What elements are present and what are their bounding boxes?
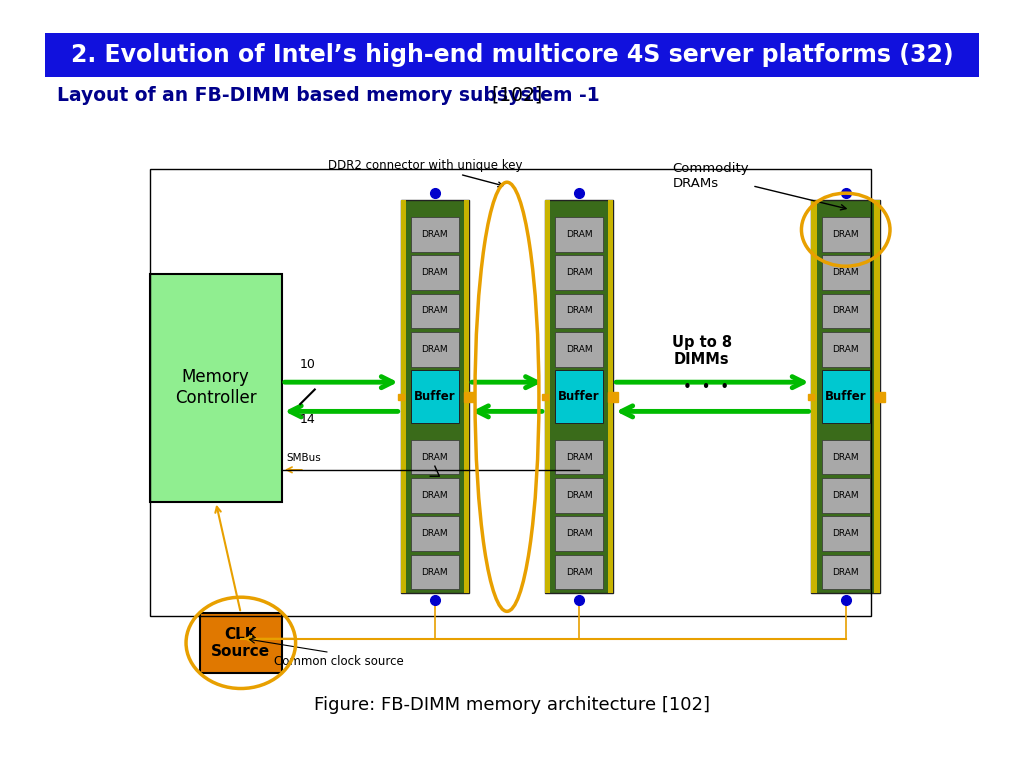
Bar bbox=[555, 370, 603, 423]
Text: CLK
Source: CLK Source bbox=[211, 627, 270, 659]
Text: DRAM: DRAM bbox=[422, 306, 449, 316]
Bar bbox=[555, 332, 603, 366]
Bar bbox=[411, 478, 459, 513]
Text: DRAM: DRAM bbox=[833, 529, 859, 538]
Bar bbox=[821, 217, 870, 252]
Text: DRAM: DRAM bbox=[422, 452, 449, 462]
Text: DRAM: DRAM bbox=[833, 306, 859, 316]
Text: Common clock source: Common clock source bbox=[274, 655, 403, 668]
Text: •  •  •: • • • bbox=[683, 380, 729, 396]
Bar bbox=[821, 332, 870, 366]
Bar bbox=[545, 200, 550, 593]
Text: DRAM: DRAM bbox=[566, 306, 593, 316]
Bar bbox=[411, 293, 459, 328]
Bar bbox=[411, 516, 459, 551]
Text: [102]: [102] bbox=[486, 86, 543, 105]
Text: DRAM: DRAM bbox=[422, 491, 449, 500]
Bar bbox=[555, 554, 603, 589]
Bar bbox=[400, 200, 407, 593]
Text: DRAM: DRAM bbox=[566, 268, 593, 277]
Text: 10: 10 bbox=[300, 358, 315, 371]
Bar bbox=[545, 200, 613, 593]
Text: DRAM: DRAM bbox=[833, 568, 859, 577]
Text: 2. Evolution of Intel’s high-end multicore 4S server platforms (32): 2. Evolution of Intel’s high-end multico… bbox=[71, 43, 953, 68]
Bar bbox=[150, 273, 282, 502]
Bar bbox=[821, 478, 870, 513]
Text: DRAM: DRAM bbox=[422, 529, 449, 538]
Bar bbox=[464, 200, 469, 593]
Text: DRAM: DRAM bbox=[833, 452, 859, 462]
Text: DRAM: DRAM bbox=[422, 230, 449, 239]
Bar bbox=[555, 516, 603, 551]
Bar bbox=[411, 217, 459, 252]
Text: DRAM: DRAM bbox=[833, 230, 859, 239]
Bar bbox=[821, 554, 870, 589]
Bar bbox=[608, 200, 613, 593]
Text: DRAM: DRAM bbox=[833, 268, 859, 277]
Text: DRAM: DRAM bbox=[422, 568, 449, 577]
Text: Buffer: Buffer bbox=[825, 390, 866, 403]
Text: Layout of an FB-DIMM based memory subsystem -1: Layout of an FB-DIMM based memory subsys… bbox=[57, 86, 600, 105]
Bar bbox=[811, 200, 880, 593]
Bar bbox=[874, 200, 880, 593]
Text: Buffer: Buffer bbox=[558, 390, 600, 403]
Bar bbox=[811, 200, 817, 593]
Bar bbox=[821, 370, 870, 423]
Text: DDR2 connector with unique key: DDR2 connector with unique key bbox=[328, 158, 522, 187]
Bar bbox=[555, 440, 603, 475]
Text: 14: 14 bbox=[300, 413, 315, 426]
Bar bbox=[411, 554, 459, 589]
Text: SMBus: SMBus bbox=[287, 453, 322, 463]
Bar bbox=[821, 516, 870, 551]
Text: DRAM: DRAM bbox=[566, 491, 593, 500]
Text: Memory
Controller: Memory Controller bbox=[175, 368, 257, 407]
Bar bbox=[555, 255, 603, 290]
Text: DRAM: DRAM bbox=[566, 230, 593, 239]
Bar bbox=[200, 613, 282, 673]
Bar bbox=[821, 293, 870, 328]
Bar bbox=[821, 255, 870, 290]
Bar bbox=[150, 168, 870, 616]
Text: DRAM: DRAM bbox=[422, 268, 449, 277]
Bar bbox=[821, 440, 870, 475]
Text: Up to 8
DIMMs: Up to 8 DIMMs bbox=[672, 335, 732, 367]
Bar bbox=[44, 33, 980, 78]
Bar bbox=[555, 478, 603, 513]
Text: DRAM: DRAM bbox=[833, 345, 859, 354]
Text: Commodity
DRAMs: Commodity DRAMs bbox=[673, 162, 846, 210]
Bar bbox=[411, 332, 459, 366]
Text: DRAM: DRAM bbox=[566, 452, 593, 462]
Bar bbox=[400, 200, 469, 593]
Bar bbox=[411, 440, 459, 475]
Text: Buffer: Buffer bbox=[414, 390, 456, 403]
Text: DRAM: DRAM bbox=[566, 529, 593, 538]
Text: Figure: FB-DIMM memory architecture [102]: Figure: FB-DIMM memory architecture [102… bbox=[314, 697, 710, 714]
Text: DRAM: DRAM bbox=[833, 491, 859, 500]
Bar bbox=[411, 370, 459, 423]
Text: DRAM: DRAM bbox=[566, 345, 593, 354]
Text: DRAM: DRAM bbox=[422, 345, 449, 354]
Bar bbox=[411, 255, 459, 290]
Bar bbox=[555, 293, 603, 328]
Text: DRAM: DRAM bbox=[566, 568, 593, 577]
Bar bbox=[555, 217, 603, 252]
